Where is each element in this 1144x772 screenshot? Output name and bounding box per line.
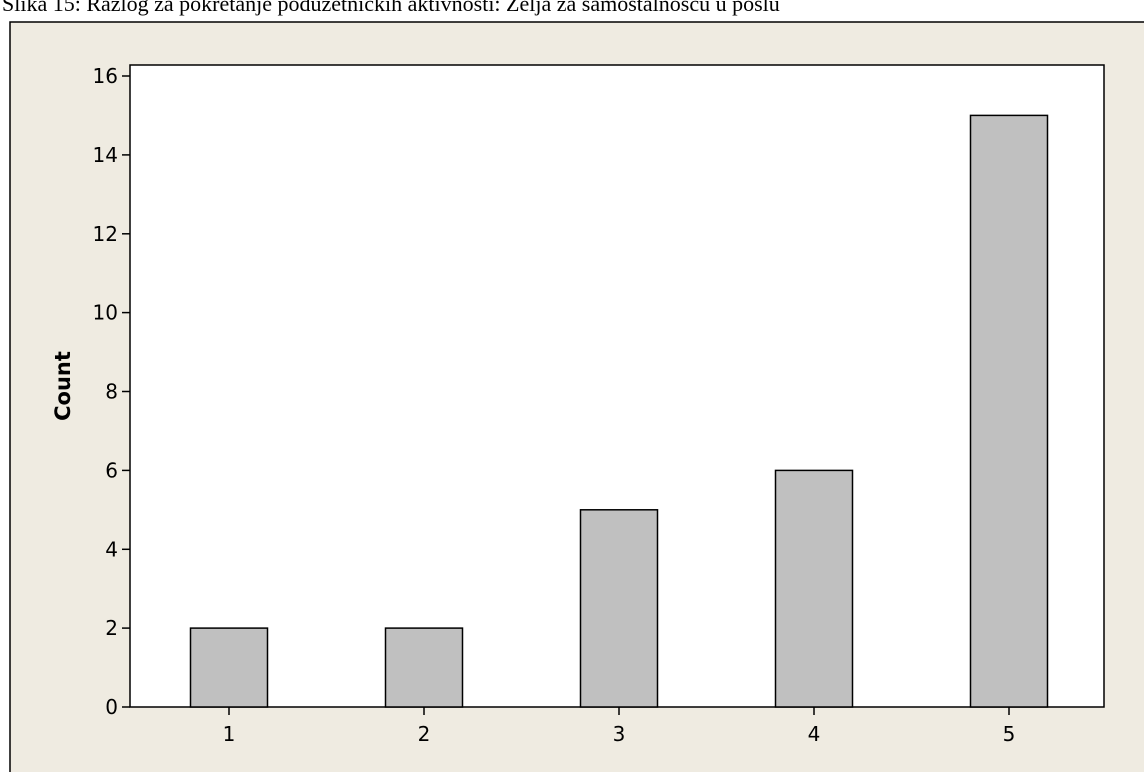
y-tick-label-8: 8 bbox=[105, 380, 118, 404]
x-tick-label-2: 2 bbox=[418, 722, 431, 746]
figure-caption: Slika 15: Razlog za pokretanje poduzetni… bbox=[2, 0, 780, 16]
y-tick-label-6: 6 bbox=[105, 458, 118, 482]
bar-4 bbox=[774, 469, 854, 708]
bars-group bbox=[189, 114, 1049, 708]
y-tick-label-14: 14 bbox=[93, 143, 118, 167]
y-axis-label: Count bbox=[51, 351, 75, 421]
bar-2 bbox=[384, 627, 464, 708]
y-tick-label-10: 10 bbox=[93, 301, 118, 325]
x-tick-label-4: 4 bbox=[808, 722, 821, 746]
x-tick-label-3: 3 bbox=[613, 722, 626, 746]
y-tick-label-4: 4 bbox=[105, 537, 118, 561]
x-tick-label-1: 1 bbox=[223, 722, 236, 746]
x-ticks-group: 1 2 3 4 5 bbox=[223, 707, 1016, 746]
y-tick-label-12: 12 bbox=[93, 222, 118, 246]
y-ticks-group: 0 2 4 6 8 10 12 14 16 bbox=[93, 64, 130, 719]
y-tick-label-2: 2 bbox=[105, 616, 118, 640]
x-tick-label-5: 5 bbox=[1003, 722, 1016, 746]
bar-1 bbox=[189, 627, 269, 708]
y-tick-label-16: 16 bbox=[93, 64, 118, 88]
y-tick-label-0: 0 bbox=[105, 695, 118, 719]
bar-3 bbox=[579, 509, 659, 708]
bar-5 bbox=[969, 114, 1049, 708]
